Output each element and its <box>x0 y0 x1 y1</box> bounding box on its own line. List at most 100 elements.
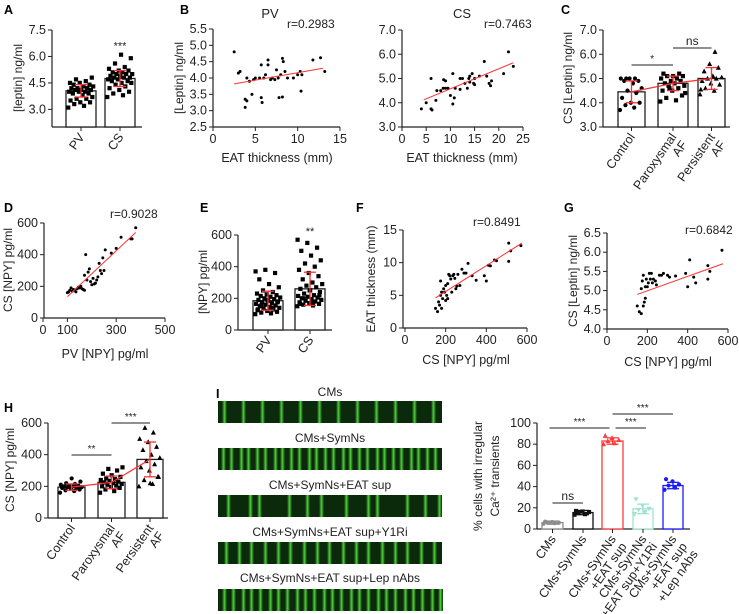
transient-stripe <box>431 401 436 423</box>
scatter-point <box>440 306 444 310</box>
data-point <box>660 88 665 93</box>
y-axis-label: [Leptin] ng/ml <box>172 42 186 114</box>
transient-stripe <box>263 542 268 564</box>
transient-stripe <box>297 448 302 470</box>
chart-panel-i: 0 20 40 60 80 100 % cells with irregular Ca²⁺ t… <box>471 403 701 614</box>
category-label: CS <box>295 334 316 356</box>
x-axis-label: EAT thickness (mm) <box>406 151 517 165</box>
data-point <box>618 76 623 81</box>
scatter-point <box>446 297 450 301</box>
data-point <box>299 248 304 253</box>
scatter-point <box>464 271 468 275</box>
scatter-point <box>130 237 134 241</box>
significance-label: ns <box>686 34 699 48</box>
category-label-line: PV <box>253 333 274 355</box>
data-point <box>301 296 306 301</box>
data-point <box>90 94 95 100</box>
data-point <box>253 312 258 317</box>
y-tick-label: 4.0 <box>190 71 207 85</box>
scatter-point <box>649 271 653 275</box>
data-point <box>674 76 679 81</box>
scatter-point <box>245 76 249 80</box>
y-tick-label: 40 <box>517 480 531 494</box>
data-point <box>69 476 74 481</box>
transient-stripe <box>303 589 308 611</box>
category-label-line: CMs <box>533 533 559 562</box>
transient-stripe <box>246 448 251 470</box>
data-point <box>678 78 683 84</box>
data-point <box>103 487 108 492</box>
data-point <box>81 84 86 89</box>
data-point <box>156 474 162 479</box>
scatter-point <box>490 79 494 83</box>
category-label: Control <box>603 131 638 172</box>
scatter-point <box>277 96 281 100</box>
y-axis-label: CS [NPY] pg/ml <box>1 228 15 312</box>
y-tick-label: 0 <box>390 321 397 335</box>
scatter-point <box>650 281 654 285</box>
data-point <box>296 293 301 299</box>
scatter-point <box>79 284 83 288</box>
transient-stripe <box>405 495 410 517</box>
data-point <box>102 480 107 485</box>
data-point <box>130 71 135 77</box>
data-point <box>264 292 269 297</box>
y-tick-label: 5.0 <box>379 72 396 86</box>
data-point <box>661 71 666 76</box>
data-point <box>127 75 133 80</box>
y-tick-label: 2.5 <box>190 120 207 134</box>
transient-stripe <box>276 542 281 564</box>
y-tick-label: 200 <box>211 291 232 305</box>
transient-stripe <box>255 448 260 470</box>
transient-stripe <box>226 495 231 517</box>
data-point <box>668 78 673 84</box>
transient-stripe <box>341 448 346 470</box>
scatter-point <box>487 81 491 85</box>
bar <box>57 486 86 519</box>
transient-stripe <box>366 589 371 611</box>
transient-stripe <box>423 495 428 517</box>
data-point <box>605 438 611 444</box>
scatter-point <box>260 101 264 104</box>
data-point <box>296 267 302 272</box>
regression-line <box>637 263 724 295</box>
data-point <box>263 267 268 272</box>
scatter-point <box>454 287 458 291</box>
data-point <box>277 305 282 310</box>
y-tick-label: 5.0 <box>190 38 207 52</box>
data-point <box>106 66 112 71</box>
scatter-point <box>449 277 453 281</box>
data-point <box>136 483 142 489</box>
scatter-point <box>639 287 643 291</box>
y-tick-label: 10 <box>383 256 397 270</box>
data-point <box>97 490 103 495</box>
scatter-point <box>451 72 455 76</box>
data-point <box>150 429 156 435</box>
data-point <box>114 468 120 473</box>
scatter-point <box>266 58 270 62</box>
scatter-point <box>646 281 650 285</box>
transient-stripe <box>258 589 263 611</box>
scatter-point <box>450 290 454 294</box>
scatter-point <box>98 269 102 272</box>
scatter-point <box>651 277 655 281</box>
category-label: CS <box>105 131 126 153</box>
data-point <box>260 288 266 293</box>
data-point <box>110 481 116 486</box>
scatter-point <box>266 63 270 67</box>
scatter-point <box>243 105 247 109</box>
data-point <box>67 89 72 94</box>
scatter-point <box>659 273 663 277</box>
data-point <box>126 68 131 73</box>
transient-stripe <box>344 495 349 517</box>
data-point <box>273 303 278 308</box>
transient-stripe <box>314 448 319 470</box>
data-point <box>112 488 117 494</box>
panel-label-H: H <box>4 401 13 415</box>
data-point <box>667 86 672 91</box>
data-point <box>107 86 112 91</box>
transient-stripe <box>319 495 324 517</box>
scatter-point <box>232 50 236 54</box>
data-point <box>67 80 73 86</box>
scatter-point <box>250 92 254 96</box>
